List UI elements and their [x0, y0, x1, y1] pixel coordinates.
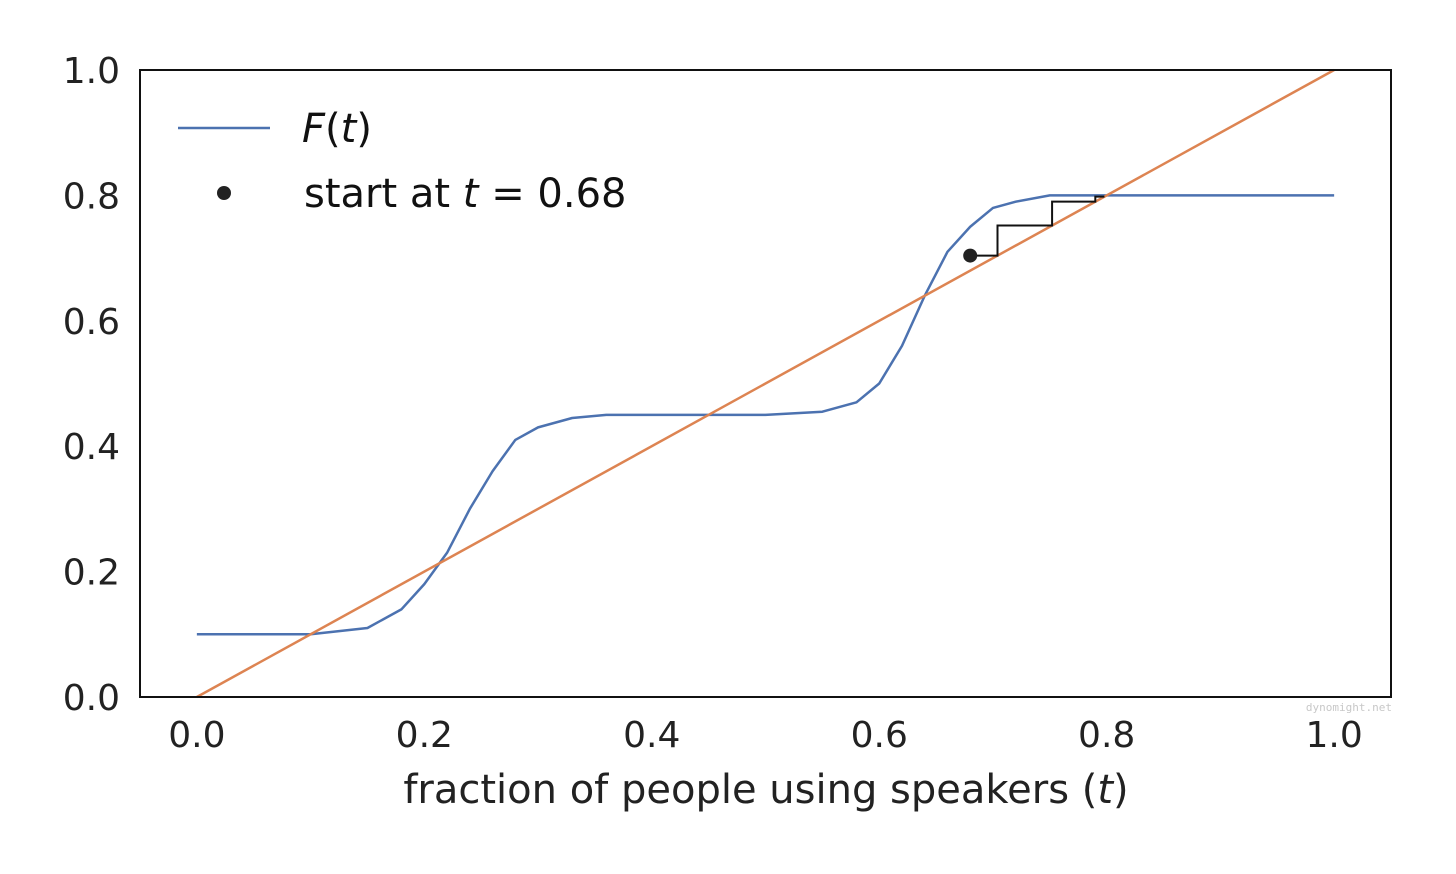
- legend-swatch-start: [217, 186, 231, 200]
- legend-f-variable: t: [341, 106, 358, 152]
- x-axis-ticks: 0.0 0.2 0.4 0.6 0.8 1.0: [168, 715, 1363, 756]
- y-axis-ticks: 0.0 0.2 0.4 0.6 0.8 1.0: [63, 51, 120, 719]
- legend-label-f: F(t): [302, 106, 372, 152]
- y-tick-label: 0.8: [63, 176, 120, 217]
- y-tick-label: 0.0: [63, 678, 120, 719]
- series-line-identity: [196, 68, 1335, 699]
- y-tick-label: 1.0: [63, 51, 120, 92]
- legend-label-start: start at t = 0.68: [304, 171, 627, 217]
- start-marker-group: [963, 248, 978, 263]
- y-tick-label: 0.6: [63, 302, 120, 343]
- x-tick-label: 0.2: [396, 715, 453, 756]
- x-axis-title: fraction of people using speakers (t): [403, 767, 1128, 813]
- x-tick-label: 0.8: [1078, 715, 1135, 756]
- legend: F(t) start at t = 0.68: [178, 106, 627, 217]
- x-tick-label: 0.0: [168, 715, 225, 756]
- legend-start-text: start at: [304, 171, 463, 217]
- legend-f-paren: ): [356, 106, 372, 152]
- x-tick-label: 0.4: [623, 715, 680, 756]
- x-tick-label: 1.0: [1306, 715, 1363, 756]
- plot-lines: [196, 68, 1335, 699]
- y-tick-label: 0.2: [63, 553, 120, 594]
- watermark: dynomight.net: [1306, 701, 1392, 714]
- x-axis-title-part: fraction of people using speakers (: [403, 767, 1097, 813]
- cobweb-path: [970, 195, 1105, 257]
- x-tick-label: 0.6: [851, 715, 908, 756]
- legend-start-variable: t: [463, 171, 480, 217]
- x-axis-title-variable: t: [1097, 767, 1114, 813]
- x-axis-title-part: ): [1113, 767, 1129, 813]
- legend-start-value: = 0.68: [478, 171, 626, 217]
- start-point-marker: [963, 248, 978, 263]
- legend-f-paren: (: [325, 106, 341, 152]
- plot-frame: [139, 69, 1392, 698]
- y-tick-label: 0.4: [63, 427, 120, 468]
- cobweb-path-group: [970, 195, 1105, 257]
- legend-f-symbol: F: [302, 106, 326, 152]
